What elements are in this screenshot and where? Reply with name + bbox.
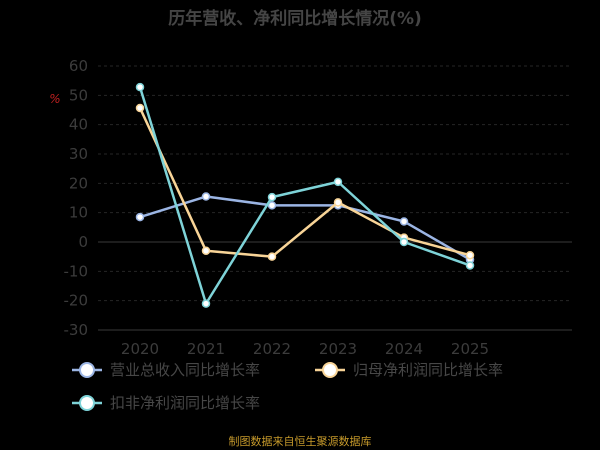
- legend-label: 营业总收入同比增长率: [110, 361, 260, 379]
- data-point: [399, 217, 409, 226]
- grid: [98, 65, 572, 331]
- y-axis-label: %: [49, 92, 60, 106]
- y-tick-label: 60: [69, 57, 88, 75]
- y-tick-label: 30: [69, 145, 88, 163]
- data-point: [267, 252, 277, 261]
- legend-swatch-marker: [322, 362, 338, 378]
- data-point: [399, 237, 409, 247]
- y-tick-label: -30: [64, 321, 89, 339]
- series-line-1: [139, 195, 471, 261]
- series-line-2: [138, 107, 471, 258]
- data-point: [333, 177, 343, 187]
- axes: -30 -20 -10 0 10 20 30 40 50 60 2020 2021 2022 2023 20…: [64, 57, 572, 358]
- data-point: [201, 246, 211, 256]
- data-point: [135, 82, 145, 92]
- x-tick-label: 2024: [385, 340, 423, 358]
- x-tick-label: 2023: [319, 340, 357, 358]
- x-tick-label: 2025: [451, 340, 489, 358]
- legend-label: 扣非净利润同比增长率: [110, 394, 260, 412]
- legend-swatch-marker: [79, 395, 95, 411]
- legend-item-1: 营业总收入同比增长率: [72, 361, 260, 379]
- y-tick-label: -10: [64, 262, 89, 280]
- x-tick-label: 2020: [121, 340, 159, 358]
- data-point: [135, 212, 145, 222]
- y-tick-label: 50: [69, 86, 88, 104]
- data-point: [201, 299, 211, 308]
- data-point: [267, 201, 277, 210]
- chart-title: 历年营收、净利同比增长情况(%): [168, 8, 422, 29]
- data-point: [267, 192, 277, 202]
- data-point: [135, 103, 145, 113]
- series-line-3: [138, 86, 471, 305]
- data-point: [465, 250, 475, 260]
- data-point: [201, 192, 211, 201]
- legend-item-3: 扣非净利润同比增长率: [72, 394, 260, 412]
- y-tick-label: -20: [64, 292, 89, 310]
- series-lines: [135, 82, 475, 308]
- x-tick-label: 2022: [253, 340, 291, 358]
- y-tick-label: 40: [69, 116, 88, 134]
- x-tick-label: 2021: [187, 340, 225, 358]
- legend-item-2: 归母净利润同比增长率: [315, 361, 503, 379]
- y-tick-label: 0: [78, 233, 88, 251]
- data-point: [465, 261, 475, 270]
- legend-swatch-marker: [79, 362, 95, 378]
- legend-label: 归母净利润同比增长率: [353, 361, 503, 379]
- y-tick-label: 10: [69, 204, 88, 222]
- data-point: [333, 198, 343, 207]
- y-tick-label: 20: [69, 174, 88, 192]
- source-note: 制图数据来自恒生聚源数据库: [229, 434, 372, 448]
